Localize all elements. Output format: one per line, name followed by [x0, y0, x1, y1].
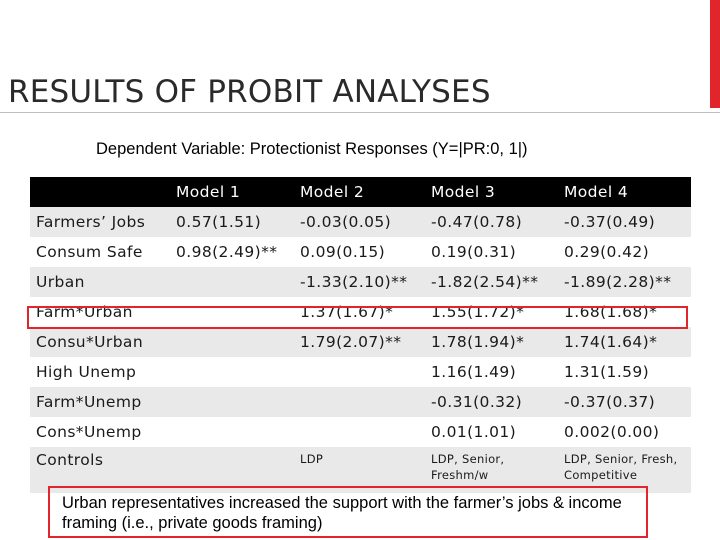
table-cell: 1.79(2.07)**	[294, 327, 425, 357]
table-cell: 0.19(0.31)	[425, 237, 558, 267]
row-label: Consu*Urban	[30, 327, 170, 357]
table-cell: LDP	[294, 447, 425, 493]
slide-title: RESULTS OF PROBIT ANALYSES	[8, 74, 491, 110]
row-label: Farmers’ Jobs	[30, 207, 170, 237]
header-cell-model-4: Model 4	[558, 177, 691, 207]
row-label: Farm*Urban	[30, 297, 170, 327]
row-label: Urban	[30, 267, 170, 297]
header-cell-model-3: Model 3	[425, 177, 558, 207]
table-cell	[294, 387, 425, 417]
accent-bar	[710, 0, 720, 108]
row-label: Consum Safe	[30, 237, 170, 267]
table-cell: -1.82(2.54)**	[425, 267, 558, 297]
table-cell: LDP, Senior, Freshm/w	[425, 447, 558, 493]
row-label: High Unemp	[30, 357, 170, 387]
table-row: Controls LDP LDP, Senior, Freshm/w LDP, …	[30, 447, 691, 493]
table-row: Consum Safe 0.98(2.49)** 0.09(0.15) 0.19…	[30, 237, 691, 267]
table-cell	[294, 357, 425, 387]
row-label: Cons*Unemp	[30, 417, 170, 447]
table-row: Farm*Urban 1.37(1.67)* 1.55(1.72)* 1.68(…	[30, 297, 691, 327]
table-cell: 1.31(1.59)	[558, 357, 691, 387]
table-cell: 1.37(1.67)*	[294, 297, 425, 327]
table-header-row: Model 1 Model 2 Model 3 Model 4	[30, 177, 691, 207]
table-row: Consu*Urban 1.79(2.07)** 1.78(1.94)* 1.7…	[30, 327, 691, 357]
title-divider	[0, 112, 720, 113]
table-cell: -0.03(0.05)	[294, 207, 425, 237]
table-cell: -1.33(2.10)**	[294, 267, 425, 297]
table-row: Farm*Unemp -0.31(0.32) -0.37(0.37)	[30, 387, 691, 417]
header-cell-variable	[30, 177, 170, 207]
table-cell: -1.89(2.28)**	[558, 267, 691, 297]
row-label: Controls	[30, 447, 170, 493]
table-cell	[170, 357, 294, 387]
table-row: High Unemp 1.16(1.49) 1.31(1.59)	[30, 357, 691, 387]
dependent-variable-label: Dependent Variable: Protectionist Respon…	[96, 140, 528, 158]
probit-results-table: Model 1 Model 2 Model 3 Model 4 Farmers’…	[30, 177, 691, 493]
table-row: Cons*Unemp 0.01(1.01) 0.002(0.00)	[30, 417, 691, 447]
table-cell: -0.37(0.37)	[558, 387, 691, 417]
table-cell	[170, 447, 294, 493]
table-cell: 1.55(1.72)*	[425, 297, 558, 327]
header-cell-model-1: Model 1	[170, 177, 294, 207]
table-cell: LDP, Senior, Fresh, Competitive	[558, 447, 691, 493]
table-cell	[170, 267, 294, 297]
table-cell	[170, 387, 294, 417]
table-cell	[170, 327, 294, 357]
table-cell: 0.57(1.51)	[170, 207, 294, 237]
table-cell: 1.16(1.49)	[425, 357, 558, 387]
table-cell: 0.01(1.01)	[425, 417, 558, 447]
table-cell: 1.78(1.94)*	[425, 327, 558, 357]
header-cell-model-2: Model 2	[294, 177, 425, 207]
table-row: Urban -1.33(2.10)** -1.82(2.54)** -1.89(…	[30, 267, 691, 297]
table-cell: 0.98(2.49)**	[170, 237, 294, 267]
table-cell	[170, 417, 294, 447]
table-row: Farmers’ Jobs 0.57(1.51) -0.03(0.05) -0.…	[30, 207, 691, 237]
table-cell	[170, 297, 294, 327]
interpretation-note: Urban representatives increased the supp…	[62, 494, 622, 532]
table-cell: 0.002(0.00)	[558, 417, 691, 447]
table-cell: -0.37(0.49)	[558, 207, 691, 237]
table-cell: 0.09(0.15)	[294, 237, 425, 267]
table-cell: -0.31(0.32)	[425, 387, 558, 417]
table-cell	[294, 417, 425, 447]
table-cell: 1.68(1.68)*	[558, 297, 691, 327]
row-label: Farm*Unemp	[30, 387, 170, 417]
table-cell: 1.74(1.64)*	[558, 327, 691, 357]
table-cell: -0.47(0.78)	[425, 207, 558, 237]
table-cell: 0.29(0.42)	[558, 237, 691, 267]
